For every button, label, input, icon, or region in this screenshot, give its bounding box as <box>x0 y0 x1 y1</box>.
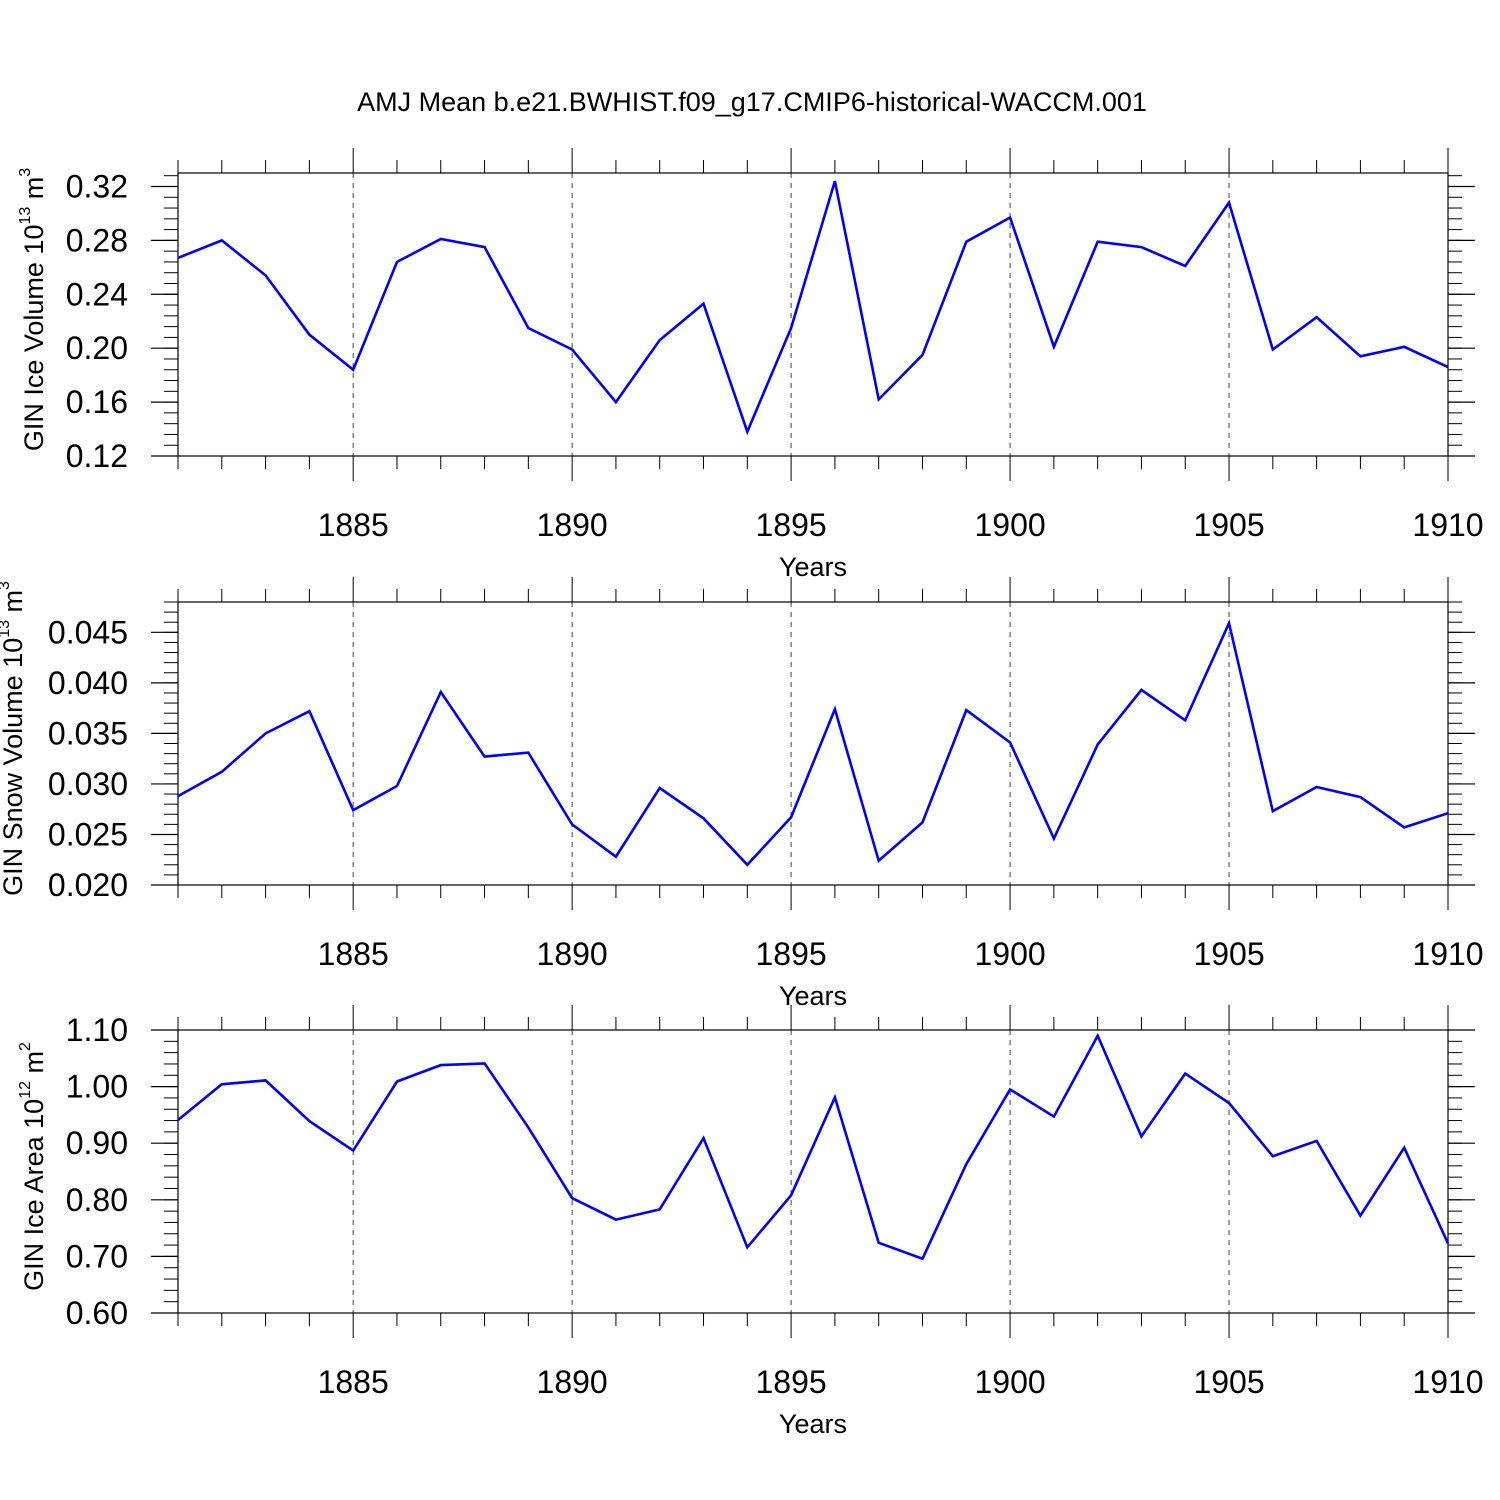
x-axis-title: Years <box>779 552 847 582</box>
plot-frame <box>177 172 1449 457</box>
main-title: AMJ Mean b.e21.BWHIST.f09_g17.CMIP6-hist… <box>357 87 1147 117</box>
y-tick-label: 0.030 <box>48 766 128 802</box>
x-tick-label: 1885 <box>318 1364 389 1400</box>
x-tick-label: 1895 <box>756 1364 827 1400</box>
x-tick-label: 1905 <box>1193 507 1264 543</box>
y-tick-label: 0.045 <box>48 614 128 650</box>
x-tick-label: 1890 <box>537 1364 608 1400</box>
chart-panel-1: 0.12 0.16 0.20 0.24 0.28 0.32 1885 1890 1895 1900… <box>17 148 1484 582</box>
x-tick-label: 1890 <box>537 936 608 972</box>
x-tick-label: 1890 <box>537 507 608 543</box>
y-tick-label: 1.00 <box>66 1069 128 1105</box>
y-tick-label: 0.70 <box>66 1238 128 1274</box>
chart-panel-2: 0.020 0.025 0.030 0.035 0.040 0.045 1885 1890 18… <box>0 577 1484 1011</box>
series-line <box>177 180 1449 436</box>
x-tick-label: 1910 <box>1412 507 1483 543</box>
x-tick-label: 1885 <box>318 936 389 972</box>
y-tick-label: 0.020 <box>48 867 128 903</box>
y-axis-title: GIN Ice Volume 1013 m3 <box>17 168 49 451</box>
x-tick-label: 1900 <box>974 936 1045 972</box>
x-axis-title: Years <box>779 981 847 1011</box>
panels: 0.12 0.16 0.20 0.24 0.28 0.32 1885 1890 1895 1900… <box>0 148 1484 1439</box>
y-tick-label: 0.28 <box>66 222 128 258</box>
y-axis-title: GIN Snow Volume 1013 m3 <box>0 581 28 896</box>
series-line <box>177 619 1449 867</box>
y-tick-label: 0.60 <box>66 1295 128 1331</box>
y-tick-label: 0.16 <box>66 384 128 420</box>
series-line <box>177 1032 1450 1261</box>
x-tick-label: 1900 <box>974 507 1045 543</box>
x-tick-label: 1910 <box>1412 936 1483 972</box>
y-tick-label: 0.80 <box>66 1182 128 1218</box>
y-tick-label: 0.040 <box>48 665 128 701</box>
y-tick-label: 0.24 <box>66 276 128 312</box>
x-tick-label: 1900 <box>974 1364 1045 1400</box>
y-tick-label: 0.20 <box>66 330 128 366</box>
plot-frame <box>177 1029 1449 1314</box>
y-tick-label: 0.025 <box>48 816 128 852</box>
y-tick-label: 0.035 <box>48 715 128 751</box>
x-tick-label: 1910 <box>1412 1364 1483 1400</box>
x-tick-label: 1905 <box>1193 1364 1264 1400</box>
x-tick-label: 1885 <box>318 507 389 543</box>
x-tick-label: 1895 <box>756 507 827 543</box>
x-tick-label: 1895 <box>756 936 827 972</box>
y-tick-label: 0.32 <box>66 168 128 204</box>
y-tick-label: 1.10 <box>66 1012 128 1048</box>
x-tick-label: 1905 <box>1193 936 1264 972</box>
x-axis-title: Years <box>779 1409 847 1439</box>
y-axis-title: GIN Ice Area 1012 m2 <box>17 1042 49 1291</box>
y-tick-label: 0.90 <box>66 1125 128 1161</box>
chart-panel-3: 0.60 0.70 0.80 0.90 1.00 1.10 1885 1890 1895 1900… <box>17 1005 1484 1439</box>
y-tick-label: 0.12 <box>66 438 128 474</box>
